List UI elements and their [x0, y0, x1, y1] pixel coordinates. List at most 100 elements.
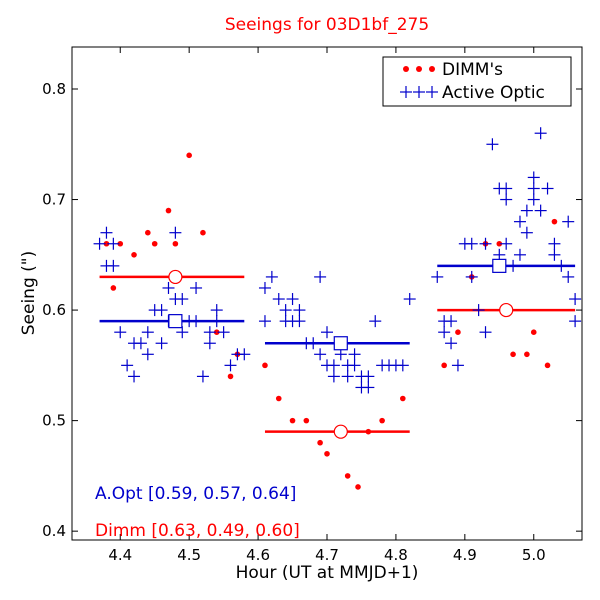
active-optic-point: [203, 337, 216, 350]
dimm-point: [131, 252, 137, 258]
active-optic-point: [121, 359, 134, 372]
x-tick-label: 4.9: [453, 546, 477, 564]
active-optic-point: [190, 281, 203, 294]
annotation-dimm: Dimm [0.63, 0.49, 0.60]: [95, 521, 300, 541]
active-optic-point: [548, 248, 561, 261]
dimm-point: [186, 152, 192, 159]
active-optic-point: [321, 326, 333, 339]
active-optic-point: [217, 326, 230, 339]
active-optic-point: [293, 304, 306, 317]
active-optic-level-marker: [492, 258, 507, 273]
active-optic-point: [141, 326, 154, 339]
active-optic-point: [445, 315, 458, 328]
active-optic-point: [445, 337, 458, 350]
active-optic-point: [500, 182, 513, 195]
active-optic-point: [513, 248, 526, 261]
active-optic-point: [93, 237, 106, 250]
active-optic-point: [369, 315, 382, 328]
x-tick-label: 4.8: [384, 546, 408, 564]
annotation-active-optic: A.Opt [0.59, 0.57, 0.64]: [95, 484, 296, 504]
dimm-point: [200, 229, 206, 236]
active-optic-point: [403, 293, 416, 306]
active-optic-point: [210, 315, 223, 328]
active-optic-level-marker: [333, 336, 348, 351]
active-optic-point: [562, 215, 575, 228]
active-optic-point: [479, 326, 492, 339]
active-optic-point: [362, 370, 375, 383]
active-optic-point: [396, 359, 409, 372]
dimm-point: [524, 351, 530, 358]
y-tick-label: 0.8: [42, 80, 66, 98]
active-optic-point: [224, 359, 237, 372]
dimm-point: [455, 329, 461, 335]
legend-box: [382, 56, 572, 107]
dimm-point: [227, 373, 234, 380]
x-tick-label: 4.7: [315, 546, 339, 564]
active-optic-point: [431, 270, 444, 283]
active-optic-point: [520, 204, 533, 217]
active-optic-level-marker: [168, 314, 183, 329]
chart-title: Seeings for 03D1bf_275: [225, 15, 429, 35]
dimm-point: [172, 240, 179, 247]
active-optic-point: [258, 315, 271, 328]
active-optic-point: [169, 226, 182, 239]
dimm-point: [379, 417, 385, 424]
dimm-point: [530, 329, 537, 335]
dimm-point: [145, 229, 151, 236]
active-optic-point: [548, 237, 561, 250]
active-optic-point: [203, 326, 216, 339]
active-optic-point: [465, 270, 478, 283]
active-optic-point: [279, 304, 292, 317]
active-optic-point: [520, 226, 533, 239]
active-optic-point: [272, 293, 285, 306]
active-optic-point: [314, 348, 327, 361]
dimm-point: [275, 395, 282, 402]
plot-marks: [93, 127, 582, 490]
active-optic-point: [107, 237, 120, 250]
active-optic-point: [314, 270, 327, 283]
active-optic-point: [155, 337, 168, 350]
y-tick-label: 0.4: [42, 522, 66, 540]
active-optic-point: [438, 326, 451, 339]
active-optic-point: [155, 304, 168, 317]
active-optic-point: [114, 326, 127, 339]
legend: DIMM's Active Optic: [382, 56, 572, 107]
active-optic-point: [141, 348, 154, 361]
active-optic-point: [107, 259, 120, 272]
active-optic-point: [293, 315, 306, 328]
active-optic-point: [100, 226, 113, 239]
active-optic-point: [479, 237, 492, 250]
active-optic-point: [500, 237, 513, 250]
dimm-point: [344, 473, 351, 479]
dimm-point: [400, 395, 406, 402]
dimm-point: [551, 218, 558, 225]
active-optic-point: [265, 270, 278, 283]
legend-dimm-marker: [416, 66, 422, 72]
dimm-point: [110, 285, 117, 291]
y-tick-label: 0.7: [42, 191, 66, 209]
active-optic-point: [541, 182, 554, 195]
active-optic-point: [327, 359, 340, 372]
active-optic-point: [513, 215, 526, 228]
dimm-level-marker: [333, 424, 348, 439]
x-tick-label: 4.5: [177, 546, 201, 564]
active-optic-point: [190, 315, 203, 328]
x-axis-ticks: 4.4 4.5 4.6 4.7 4.8 4.9 5.0: [108, 47, 546, 564]
active-optic-point: [527, 171, 540, 184]
x-tick-label: 4.6: [246, 546, 270, 564]
dimm-level-marker: [499, 302, 514, 318]
active-optic-point: [341, 370, 354, 383]
active-optic-point: [534, 204, 547, 217]
dimm-point: [165, 207, 172, 214]
legend-dimm-label: DIMM's: [442, 60, 503, 80]
active-optic-point: [465, 237, 478, 250]
legend-active-optic-label: Active Optic: [442, 83, 545, 103]
active-optic-point: [507, 259, 520, 272]
active-optic-point: [486, 138, 499, 151]
dimm-point: [213, 329, 220, 335]
y-axis-label: Seeing ("): [19, 251, 39, 336]
dimm-point: [262, 362, 268, 369]
dimm-point: [324, 450, 330, 457]
dimm-point: [355, 484, 361, 490]
